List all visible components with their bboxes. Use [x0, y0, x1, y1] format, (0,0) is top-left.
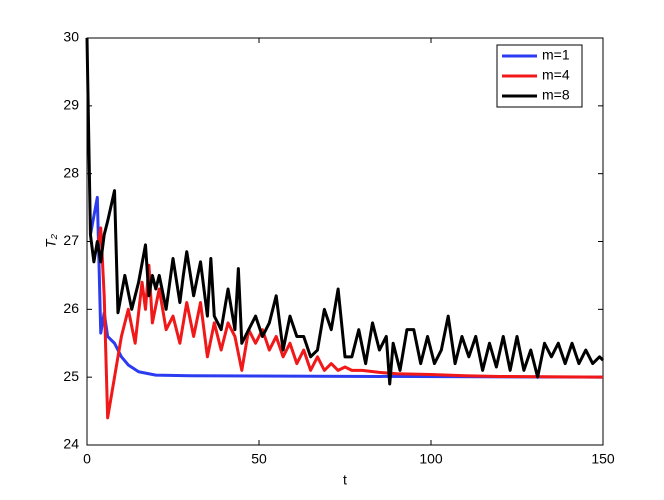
y-tick-label: 27 — [63, 232, 79, 248]
x-tick-label: 50 — [251, 451, 267, 467]
data-line — [95, 226, 604, 420]
x-tick-label: 150 — [591, 451, 615, 467]
y-axis-label: T₂ — [43, 233, 59, 248]
y-tick-label: 28 — [63, 164, 79, 180]
x-axis-label: t — [343, 472, 347, 488]
legend-label: m=8 — [542, 87, 570, 103]
y-tick-label: 24 — [63, 436, 79, 452]
y-tick-label: 29 — [63, 97, 79, 113]
y-tick-label: 30 — [63, 29, 79, 45]
x-tick-label: 100 — [419, 451, 443, 467]
legend-label: m=1 — [542, 47, 570, 63]
x-tick-label: 0 — [83, 451, 91, 467]
y-tick-label: 25 — [63, 368, 79, 384]
data-line — [85, 37, 605, 386]
legend-label: m=4 — [542, 67, 570, 83]
y-tick-label: 26 — [63, 300, 79, 316]
